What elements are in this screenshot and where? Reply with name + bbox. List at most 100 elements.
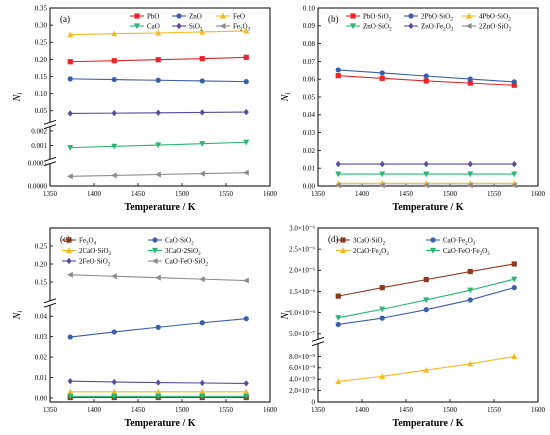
- y-tick-label: 0.05: [35, 107, 48, 115]
- data-point: [511, 276, 518, 283]
- x-tick-label: 1400: [355, 406, 370, 414]
- x-tick-label: 1600: [263, 406, 278, 414]
- y-tick-label: 2.0×10⁻⁶: [289, 267, 315, 275]
- data-point: [111, 388, 118, 395]
- data-point: [511, 160, 517, 168]
- y-tick-label: 0.04: [35, 313, 48, 321]
- data-point: [511, 353, 518, 359]
- legend-marker: [66, 257, 72, 265]
- x-axis-title: Temperature / K: [124, 202, 195, 213]
- data-point: [243, 380, 249, 387]
- data-point: [111, 378, 117, 386]
- data-point: [511, 261, 517, 267]
- panel-label: (d): [328, 234, 339, 244]
- data-point: [155, 324, 161, 330]
- y-tick-label: 0.01: [303, 165, 316, 173]
- data-point: [379, 182, 385, 189]
- data-point: [335, 73, 341, 79]
- legend-label: ZnO·SiO2: [363, 23, 392, 33]
- y-tick-label: 0: [312, 398, 316, 406]
- data-point: [111, 273, 117, 280]
- data-point: [155, 109, 161, 116]
- y-axis-title: Ni: [12, 93, 24, 103]
- data-point: [467, 80, 473, 86]
- data-point: [243, 388, 250, 395]
- legend-label: SiO2: [189, 23, 203, 33]
- data-point: [67, 334, 73, 340]
- y-tick-label: 0.0000: [28, 182, 48, 190]
- data-point: [111, 109, 117, 117]
- data-point: [155, 29, 162, 36]
- data-point: [467, 76, 473, 82]
- x-tick-label: 1550: [219, 190, 234, 198]
- data-point: [423, 277, 429, 283]
- y-tick-label: 0.00: [35, 394, 48, 402]
- data-point: [243, 316, 249, 322]
- axis-break-mark: [43, 298, 57, 304]
- axis-break-mark: [43, 161, 57, 167]
- data-point: [155, 379, 161, 386]
- x-tick-label: 1600: [531, 406, 546, 414]
- y-tick-label: 0.15: [35, 278, 48, 286]
- y-tick-label: 0.10: [303, 4, 316, 12]
- data-point: [511, 171, 518, 178]
- y-tick-label: 8.0×10⁻⁹: [289, 353, 315, 361]
- legend-label: PbO·SiO2: [363, 13, 392, 23]
- x-axis-title: Temperature / K: [392, 202, 463, 213]
- data-point: [379, 315, 385, 321]
- plot-frame: [49, 7, 271, 187]
- x-tick-label: 1500: [175, 406, 190, 414]
- data-point: [379, 306, 386, 313]
- axis-break-mark: [311, 336, 325, 342]
- data-point: [111, 76, 117, 83]
- x-tick-label: 1600: [531, 190, 546, 198]
- x-tick-label: 1400: [87, 406, 102, 414]
- data-point: [67, 145, 74, 151]
- data-point: [199, 56, 205, 62]
- data-point: [243, 54, 249, 60]
- y-tick-label: 0.20: [35, 56, 48, 64]
- y-tick-label: 0.35: [35, 4, 48, 12]
- legend-label: 2FeO·SiO2: [79, 258, 111, 268]
- data-point: [199, 393, 206, 400]
- legend-marker: [465, 23, 472, 29]
- data-point: [155, 171, 161, 178]
- legend-marker: [66, 247, 72, 254]
- y-tick-label: 0.01: [35, 374, 48, 382]
- legend-label: 2CaO·Fe2O3: [353, 247, 389, 257]
- x-tick-label: 1450: [131, 190, 146, 198]
- data-point: [423, 297, 430, 304]
- y-tick-label: 0.04: [303, 111, 316, 119]
- chart-panel: 0.00 0.01 0.02 0.03 0.04 0.05 0.06 0.07 0.08 0.09…: [280, 4, 546, 213]
- legend-label: PbO: [147, 13, 159, 21]
- series-line: [338, 287, 515, 326]
- data-point: [467, 360, 474, 367]
- y-tick-label: 0.30: [35, 22, 48, 30]
- y-tick-label: 0.25: [35, 242, 48, 250]
- chart-panel: 0.0000 0.0001 0.001 0.002 0.05 0.10 0.15 0.20 0.…: [12, 4, 278, 213]
- chart-panel: 0 2.0×10⁻⁹ 4.0×10⁻⁹ 6.0×10⁻⁹ 8.0×10⁻⁹ 5.0×10⁻…: [280, 224, 546, 429]
- y-tick-label: 3.0×10⁻⁶: [289, 224, 315, 232]
- y-tick-label: 0.06: [303, 76, 316, 84]
- data-point: [335, 171, 342, 178]
- data-point: [335, 321, 341, 328]
- data-point: [423, 307, 429, 313]
- axis-break-mark: [43, 124, 57, 130]
- y-tick-label: 0.08: [303, 40, 316, 48]
- data-point: [111, 58, 117, 64]
- y-tick-label: 1.0×10⁻⁶: [289, 309, 315, 317]
- legend-label: CaO·SiO2: [165, 237, 194, 247]
- data-point: [67, 393, 74, 400]
- panel-label: (a): [60, 14, 70, 24]
- legend-marker: [134, 13, 140, 19]
- data-point: [199, 78, 205, 84]
- y-tick-label: 0.02: [303, 147, 316, 155]
- axis-break-mark: [43, 119, 57, 125]
- legend-label: CaO·FeO·SiO2: [165, 258, 208, 268]
- legend-label: ZnO·Fe2O3: [421, 23, 454, 33]
- data-point: [67, 110, 73, 117]
- legend-label: 2ZnO·SiO2: [479, 23, 512, 33]
- axis-break-mark: [311, 341, 325, 347]
- legend-label: 3CaO·SiO2: [353, 237, 386, 247]
